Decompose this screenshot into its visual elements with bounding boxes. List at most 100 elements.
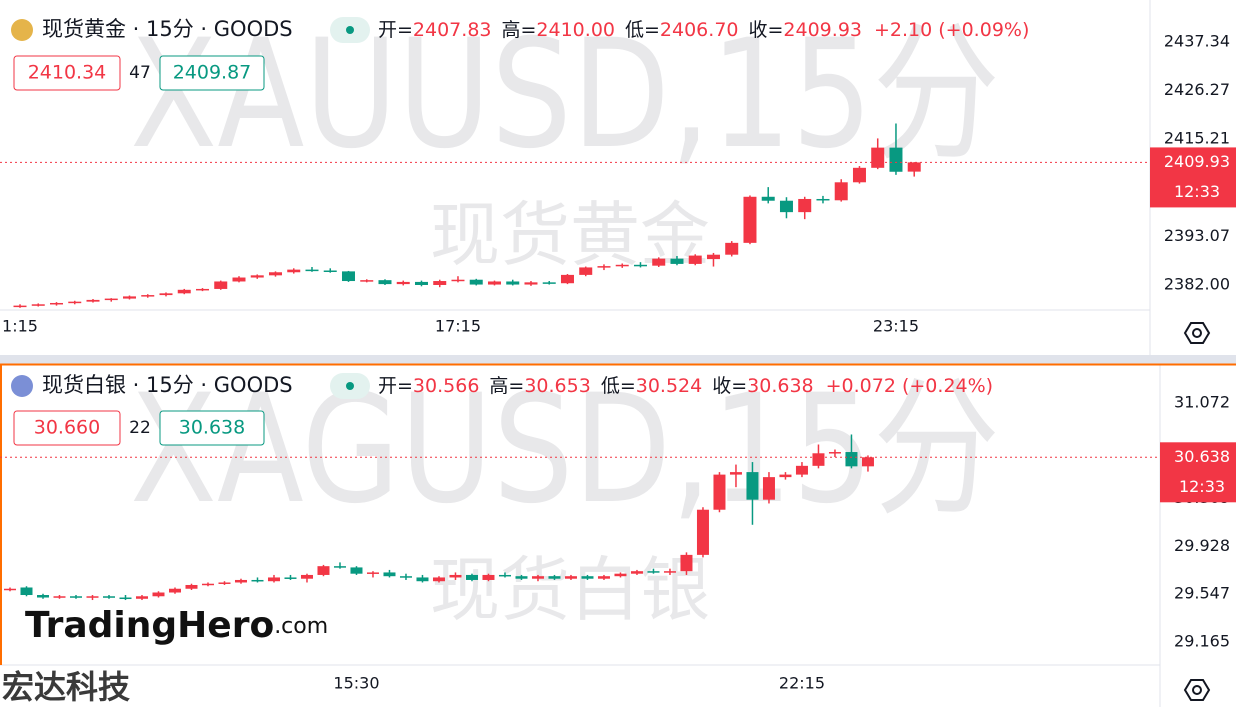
candle-body (53, 596, 66, 598)
ask-label: 2409.87 (173, 62, 252, 84)
candle-body (498, 574, 511, 577)
ohlc-label: 开= (378, 375, 413, 397)
settings-icon[interactable] (1183, 322, 1211, 344)
symbol-title: 现货黄金 · 15分 · GOODS (42, 17, 293, 41)
y-tick-label: 2393.07 (1164, 226, 1230, 245)
candle-body (36, 595, 49, 598)
candle-body (812, 453, 825, 466)
candle-body (663, 571, 676, 573)
candle-body (680, 554, 693, 572)
brand-suffix: .com (274, 614, 328, 639)
candle-body (287, 269, 301, 273)
watermark: XAGUSD,15分 (130, 363, 1000, 537)
candle-body (524, 282, 538, 285)
candle-body (560, 274, 574, 284)
y-tick-label: 31.072 (1174, 392, 1230, 411)
candle-body (69, 596, 82, 598)
bid-box[interactable] (13, 55, 121, 91)
candle-body (633, 264, 647, 267)
candle-body (451, 279, 465, 282)
candle-body (542, 282, 556, 284)
candle-body (250, 275, 264, 278)
spread-label: 47 (129, 63, 151, 83)
y-tick-label: 2437.34 (1164, 32, 1230, 51)
candle-body (761, 196, 775, 201)
symbol-icon (11, 375, 33, 397)
candle-body (482, 574, 495, 580)
candle-body (267, 577, 280, 582)
candle-body (779, 200, 793, 213)
candle-body (845, 452, 858, 467)
candle-body (433, 281, 447, 285)
candle-body (366, 572, 379, 574)
ask-box[interactable] (159, 410, 265, 446)
ohlc-label: 高= (502, 19, 537, 41)
candle-body (798, 198, 812, 213)
candle-body (652, 258, 666, 266)
candle-body (548, 576, 561, 579)
candle-body (834, 182, 848, 201)
last-price-label: 30.638 (1174, 447, 1230, 466)
candle-body (396, 281, 410, 285)
y-tick-label: 2382.00 (1164, 274, 1230, 293)
candle-body (907, 162, 921, 172)
visibility-dot (346, 26, 354, 34)
x-tick-label: 23:15 (873, 317, 919, 336)
candle-body (378, 280, 392, 285)
watermark-sub: 现货白银 (430, 549, 710, 631)
countdown-label: 12:33 (1179, 477, 1225, 496)
ohlc-line: 开=30.566 高=30.653 低=30.524 收=30.638 +0.072 (… (378, 375, 993, 397)
candle-body (816, 198, 830, 201)
y-tick-label: 29.165 (1174, 632, 1230, 651)
candle-body (383, 572, 396, 577)
candle-body (141, 295, 155, 297)
watermark-sub: 现货黄金 (430, 194, 710, 276)
settings-icon-center (1192, 328, 1202, 338)
candle-body (465, 574, 478, 580)
candle-body (414, 281, 428, 285)
candle-body (871, 147, 885, 168)
y-tick-label: 2426.27 (1164, 80, 1230, 99)
candle-body (696, 509, 709, 555)
settings-icon-center (1192, 685, 1202, 695)
candle-body (515, 576, 528, 579)
candle-body (487, 281, 501, 285)
candle-body (630, 571, 643, 574)
candle-body (615, 264, 629, 267)
candle-body (3, 588, 16, 591)
ohlc-label: 开= (378, 19, 413, 41)
ohlc-label: 低= (601, 375, 636, 397)
candle-body (232, 277, 246, 282)
candle-body (729, 472, 742, 475)
ask-box[interactable] (159, 55, 265, 91)
ohlc-value: 30.566 (413, 375, 479, 397)
candle-body (597, 576, 610, 579)
candle-body (284, 577, 297, 579)
bid-box[interactable] (13, 410, 121, 446)
candle-body (564, 576, 577, 579)
candle-body (135, 596, 148, 599)
symbol-icon (11, 19, 33, 41)
candle-body (713, 474, 726, 510)
x-tick-label: 22:15 (779, 674, 825, 693)
x-tick-label: 1:15 (2, 317, 38, 336)
candle-body (579, 267, 593, 275)
ohlc-label: 收= (712, 375, 747, 397)
candle-body (597, 266, 611, 268)
candle-body (852, 167, 866, 183)
ohlc-value: 30.524 (636, 375, 702, 397)
ohlc-label: 低= (625, 19, 660, 41)
candle-body (432, 577, 445, 582)
candle-body (159, 293, 173, 296)
last-price-box (1150, 147, 1236, 208)
candle-body (762, 477, 775, 500)
candle-body (614, 573, 627, 577)
settings-icon[interactable] (1183, 679, 1211, 701)
ask-label: 30.638 (179, 417, 245, 439)
candle-body (49, 302, 63, 305)
candle-body (350, 567, 363, 574)
candle-body (889, 147, 903, 172)
candle-body (251, 579, 264, 582)
